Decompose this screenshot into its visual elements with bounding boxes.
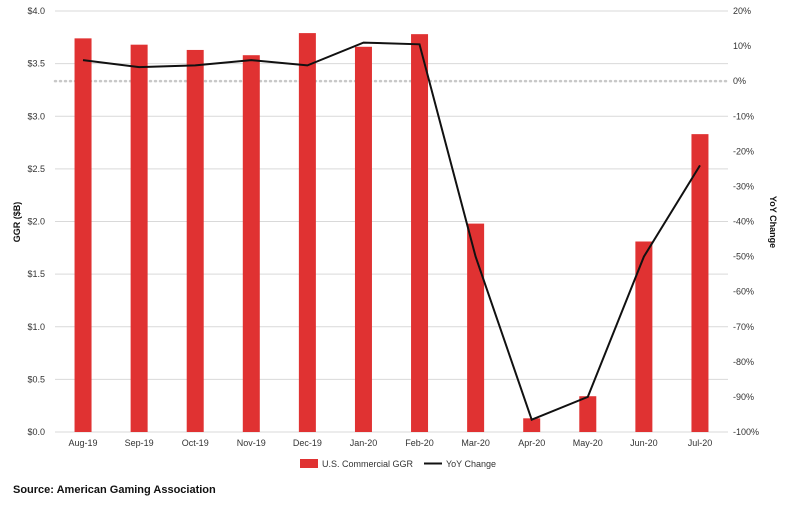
y2-tick-label: -100% [733, 427, 759, 437]
gridlines [55, 10, 728, 433]
legend-label-ggr: U.S. Commercial GGR [322, 459, 414, 469]
bar [242, 55, 260, 433]
x-tick-label: Oct-19 [182, 438, 209, 448]
y2-tick-label: -80% [733, 357, 754, 367]
x-tick-label: Mar-20 [461, 438, 490, 448]
bar [411, 34, 429, 432]
bar [354, 46, 372, 432]
y-tick-label: $3.5 [27, 59, 45, 69]
bar [186, 49, 204, 432]
y2-tick-label: -90% [733, 392, 754, 402]
y-tick-label: $2.5 [27, 164, 45, 174]
x-tick-label: Apr-20 [518, 438, 545, 448]
legend: U.S. Commercial GGR YoY Change [300, 459, 496, 469]
y-tick-label: $3.0 [27, 111, 45, 121]
bar [691, 134, 709, 432]
x-axis-ticks: Aug-19 Sep-19 Oct-19 Nov-19 Dec-19 Jan-20 Feb-… [69, 438, 713, 448]
legend-label-yoy: YoY Change [446, 459, 496, 469]
x-tick-label: Nov-19 [237, 438, 266, 448]
y2-tick-label: -50% [733, 252, 754, 262]
y2-tick-label: -70% [733, 322, 754, 332]
bar [579, 396, 597, 432]
bar [523, 418, 541, 432]
chart: $0.0 $0.5 $1.0 $1.5 $2.0 $2.5 $3.0 $3.5 $4.0 -10… [12, 6, 778, 469]
bar [298, 33, 316, 432]
y-tick-label: $1.5 [27, 269, 45, 279]
x-tick-label: Jan-20 [350, 438, 378, 448]
bar [635, 241, 653, 432]
bar [74, 38, 92, 433]
x-tick-label: Jun-20 [630, 438, 658, 448]
x-tick-label: Jul-20 [688, 438, 713, 448]
yoy-change-line [82, 41, 701, 422]
bar [130, 44, 148, 433]
right-axis-ticks: -100% -90% -80% -70% -60% -50% -40% -30% -20% -10… [733, 6, 759, 437]
y2-tick-label: -10% [733, 111, 754, 121]
y2-tick-label: 20% [733, 6, 751, 16]
y2-tick-label: 0% [733, 76, 746, 86]
x-tick-label: Sep-19 [125, 438, 154, 448]
legend-swatch-ggr [300, 459, 318, 468]
y-tick-label: $1.0 [27, 322, 45, 332]
y2-tick-label: -60% [733, 287, 754, 297]
y2-tick-label: 10% [733, 41, 751, 51]
bar [467, 223, 485, 432]
left-axis-ticks: $0.0 $0.5 $1.0 $1.5 $2.0 $2.5 $3.0 $3.5 $4.0 [27, 6, 45, 437]
x-tick-label: Aug-19 [69, 438, 98, 448]
x-tick-label: May-20 [573, 438, 603, 448]
y-tick-label: $0.5 [27, 374, 45, 384]
bars [74, 33, 709, 433]
left-axis-title: GGR ($B) [12, 202, 22, 243]
y2-tick-label: -30% [733, 181, 754, 191]
y-tick-label: $0.0 [27, 427, 45, 437]
x-tick-label: Dec-19 [293, 438, 322, 448]
y2-tick-label: -40% [733, 217, 754, 227]
y-tick-label: $2.0 [27, 217, 45, 227]
y2-tick-label: -20% [733, 146, 754, 156]
y-tick-label: $4.0 [27, 6, 45, 16]
right-axis-title: YoY Change [768, 196, 778, 248]
source-note: Source: American Gaming Association [13, 484, 216, 496]
x-tick-label: Feb-20 [405, 438, 434, 448]
